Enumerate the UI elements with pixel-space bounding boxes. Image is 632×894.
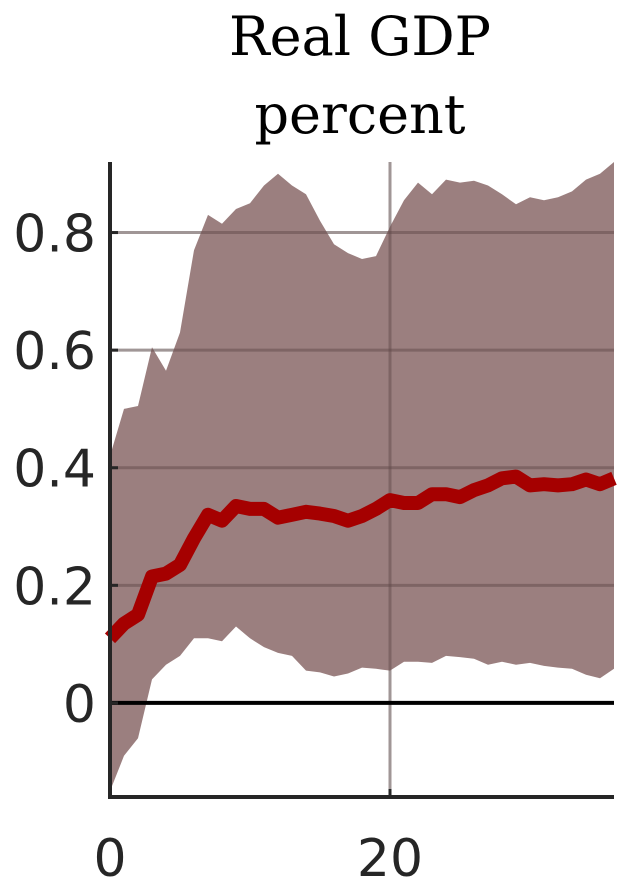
y-tick-label-4: 0.8 [13, 205, 96, 265]
x-tick-label-0: 0 [93, 829, 126, 889]
x-tick-label-1: 20 [357, 829, 423, 889]
median-line [104, 469, 617, 644]
x-tick-labels: 0 20 [93, 829, 423, 889]
uncertainty-band [110, 162, 614, 792]
y-tick-label-2: 0.4 [13, 440, 96, 500]
grid-lines-over-band [110, 162, 614, 797]
axes [108, 162, 614, 799]
y-tick-label-3: 0.6 [13, 322, 96, 382]
y-tick-labels: 0 0.2 0.4 0.6 0.8 [13, 205, 96, 735]
chart-title: Real GDP [229, 5, 491, 68]
chart-subtitle: percent [254, 83, 465, 146]
y-tick-label-0: 0 [63, 675, 96, 735]
y-tick-label-1: 0.2 [13, 557, 96, 617]
